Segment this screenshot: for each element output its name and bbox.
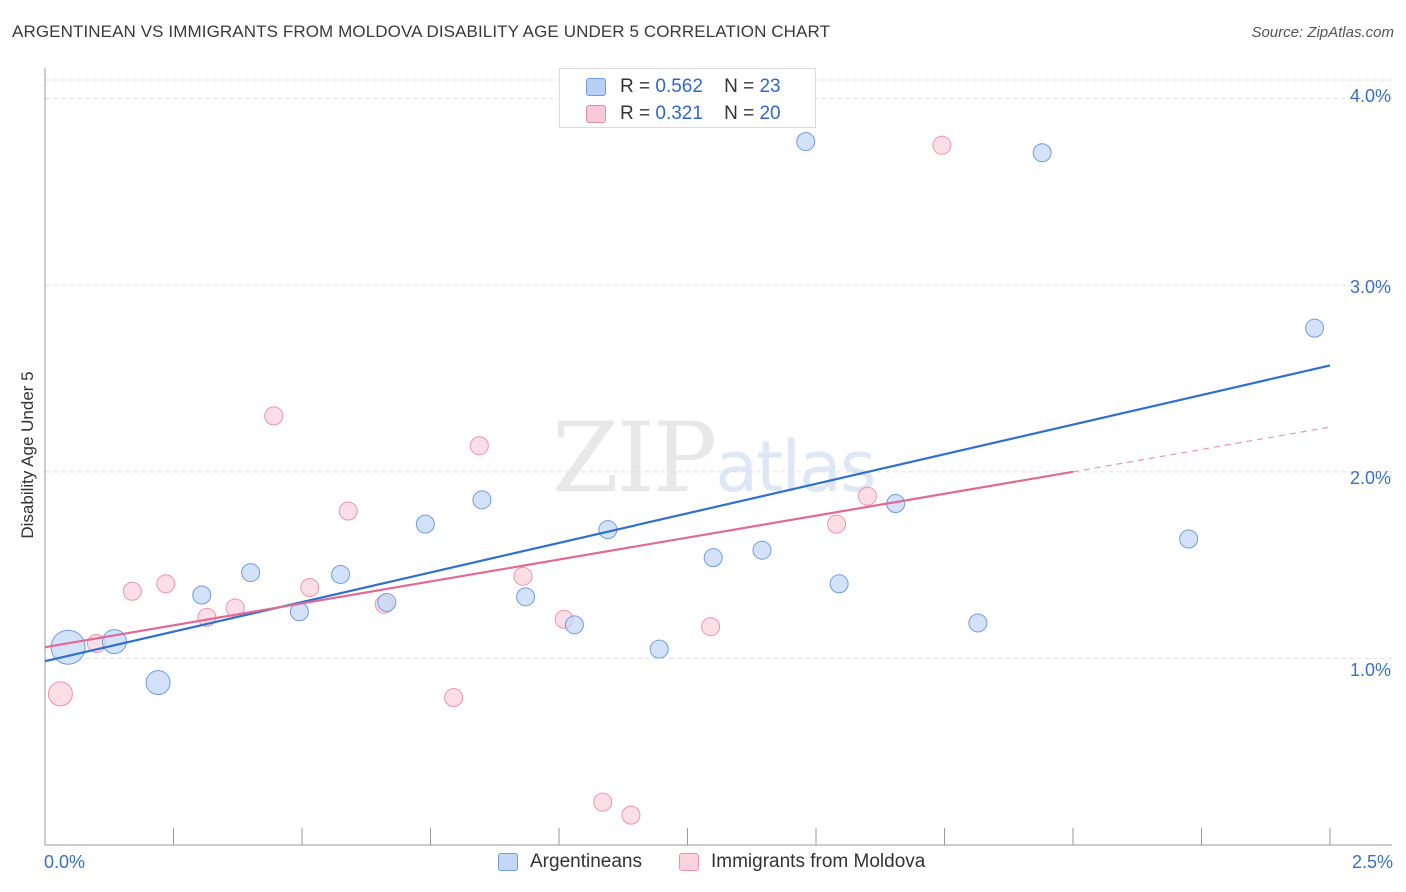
y-tick-label-1: 1.0% (1350, 660, 1392, 680)
argentineans-point (377, 592, 397, 612)
n-value: 23 (759, 76, 781, 97)
argentineans-point (968, 613, 988, 633)
moldova-point (621, 805, 641, 825)
y-axis-label: Disability Age Under 5 (18, 371, 37, 539)
moldova-point (338, 501, 358, 521)
moldova-point (827, 514, 847, 534)
pink-swatch (679, 853, 699, 871)
y-tick-label-3: 3.0% (1350, 277, 1392, 297)
blue-swatch (498, 853, 518, 871)
argentineans-point (1305, 318, 1325, 338)
moldova-point (156, 574, 176, 594)
chart-title: ARGENTINEAN VS IMMIGRANTS FROM MOLDOVA D… (12, 22, 831, 41)
legend-item-argentineans[interactable]: Argentineans (498, 851, 642, 873)
argentineans-point (564, 615, 584, 635)
moldova-trendline-extension (1072, 426, 1331, 473)
x-tick-label-max: 2.5% (1352, 852, 1394, 872)
argentineans-point (145, 670, 171, 696)
r-label: R = (620, 76, 651, 97)
y-tick-label-4: 4.0% (1350, 86, 1392, 106)
r-value: 0.562 (655, 76, 703, 97)
legend-item-moldova[interactable]: Immigrants from Moldova (679, 851, 925, 873)
r-value: 0.321 (655, 103, 703, 124)
moldova-point (300, 578, 320, 598)
watermark-zip: ZIP (552, 402, 717, 514)
argentineans-point (472, 490, 492, 510)
legend-label: Immigrants from Moldova (711, 851, 926, 872)
legend-label: Argentineans (530, 851, 642, 872)
argentineans-point (649, 639, 669, 659)
moldova-point (857, 486, 877, 506)
moldova-point (47, 681, 73, 707)
argentineans-point (829, 574, 849, 594)
moldova-point (469, 436, 489, 456)
argentineans-point (752, 540, 772, 560)
argentineans-point (192, 585, 212, 605)
moldova-point (444, 688, 464, 708)
argentineans-point (415, 514, 435, 534)
series-legend: Argentineans Immigrants from Moldova (0, 851, 1406, 879)
moldova-point (122, 581, 142, 601)
argentineans-point (241, 563, 261, 583)
x-tick-label-min: 0.0% (44, 852, 86, 872)
argentineans-point (1179, 529, 1199, 549)
moldova-point (264, 406, 284, 426)
moldova-point (932, 135, 952, 155)
moldova-point (593, 792, 613, 812)
y-tick-label-2: 2.0% (1350, 468, 1392, 488)
argentineans-point (796, 132, 816, 152)
argentineans-point (1032, 143, 1052, 163)
watermark-atlas: atlas (715, 426, 876, 508)
moldova-trendline (44, 470, 1074, 649)
n-label: N = (724, 76, 755, 97)
pink-swatch (586, 105, 606, 123)
n-value: 20 (759, 103, 781, 124)
argentineans-point (516, 587, 536, 607)
source-label: Source: ZipAtlas.com (1251, 24, 1394, 41)
moldova-point (513, 566, 533, 586)
argentineans-point (703, 548, 723, 568)
stats-legend: R = 0.562 N = 23 R = 0.321 N = 20 (559, 68, 816, 128)
argentineans-trendline (44, 364, 1331, 663)
watermark: ZIPatlas (552, 402, 876, 514)
blue-swatch (586, 78, 606, 96)
r-label: R = (620, 103, 651, 124)
n-label: N = (724, 103, 755, 124)
moldova-point (701, 617, 721, 637)
argentineans-point (331, 564, 351, 584)
